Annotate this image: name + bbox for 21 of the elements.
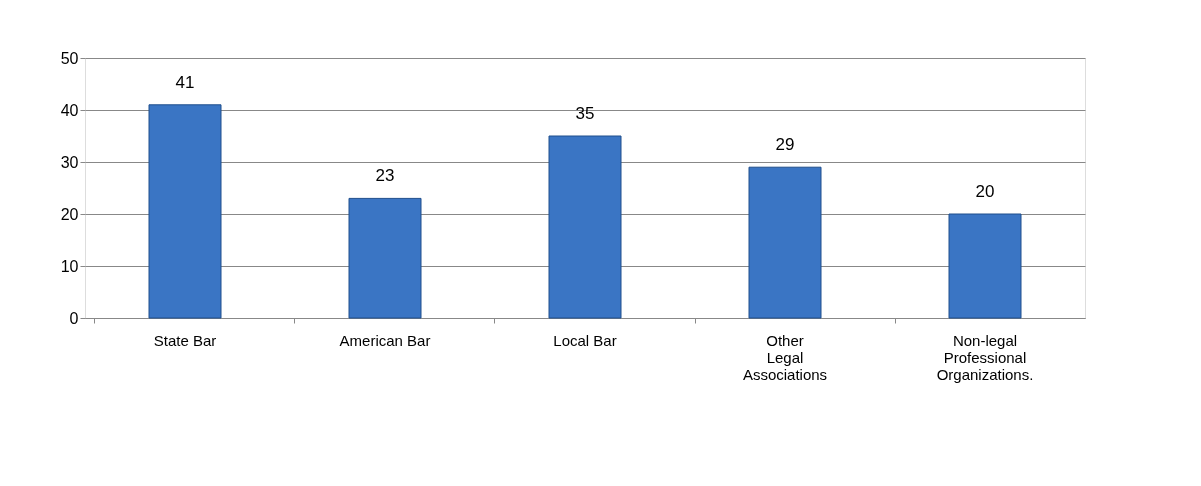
- x-tick-label: Local Bar: [553, 331, 617, 349]
- x-tick-label: Non-legal Professional Organizations.: [936, 331, 1034, 383]
- bar: [348, 197, 422, 319]
- y-tick-label: 50: [60, 49, 79, 67]
- y-tick-label: 10: [60, 257, 79, 275]
- data-label: 20: [975, 182, 995, 201]
- data-label: 23: [375, 166, 395, 186]
- x-tick-label: Other Legal Associations: [742, 331, 828, 383]
- y-tick-label: 40: [60, 101, 79, 119]
- data-label: 35: [575, 104, 595, 123]
- x-tick-label: State Bar: [153, 331, 217, 349]
- data-label: 29: [775, 135, 795, 155]
- bar: [948, 213, 1022, 319]
- y-tick-label: 30: [60, 153, 79, 171]
- x-tick-label: American Bar: [339, 331, 431, 349]
- bar: [148, 104, 222, 319]
- bar: [748, 166, 822, 319]
- y-tick-label: 0: [69, 309, 79, 327]
- y-tick-label: 20: [60, 205, 79, 223]
- data-label: 41: [175, 72, 195, 92]
- bar: [548, 135, 622, 319]
